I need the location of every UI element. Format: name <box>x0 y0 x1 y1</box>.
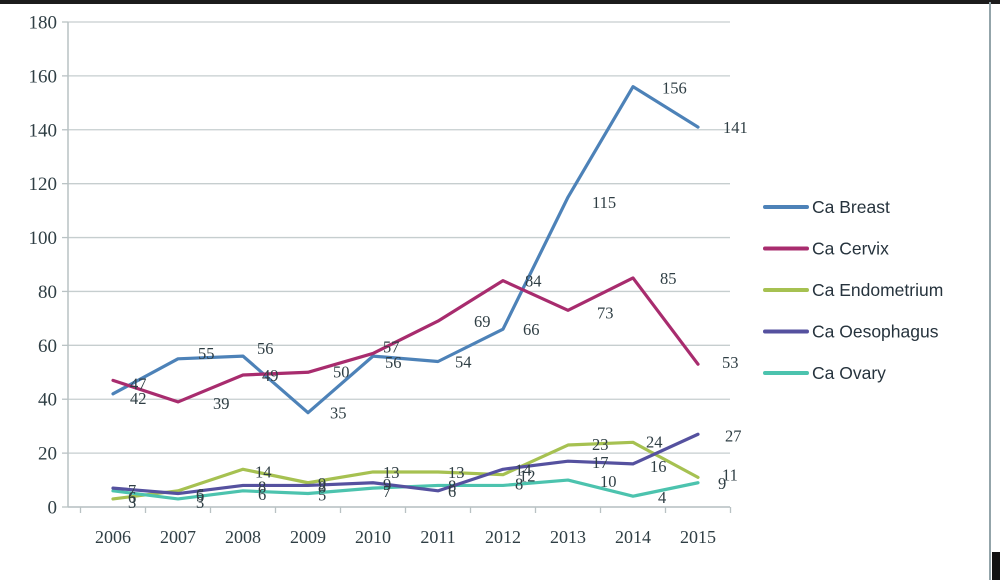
data-label-ca-endometrium: 3 <box>128 493 136 512</box>
data-label-ca-endometrium: 9 <box>318 474 326 493</box>
data-label-ca-cervix: 39 <box>213 394 230 413</box>
data-label-ca-breast: 54 <box>455 353 472 372</box>
data-label-ca-cervix: 73 <box>597 303 614 322</box>
data-label-ca-cervix: 57 <box>383 337 400 356</box>
data-label-ca-cervix: 69 <box>474 312 491 331</box>
data-label-ca-ovary: 9 <box>718 474 726 493</box>
data-label-ca-cervix: 50 <box>333 362 350 381</box>
data-label-ca-oesophagus: 16 <box>650 457 667 476</box>
x-axis-label: 2012 <box>485 527 521 547</box>
data-label-ca-ovary: 5 <box>318 486 326 505</box>
y-axis-label: 100 <box>29 228 58 249</box>
data-label-ca-endometrium: 13 <box>448 463 465 482</box>
x-axis-label: 2015 <box>680 527 716 547</box>
y-axis-label: 140 <box>29 120 58 141</box>
data-label-ca-cervix: 53 <box>722 353 739 372</box>
data-label-ca-oesophagus: 8 <box>258 477 266 496</box>
data-label-ca-oesophagus: 27 <box>725 426 742 445</box>
data-label-ca-endometrium: 14 <box>255 462 272 481</box>
y-axis-label: 60 <box>38 336 57 357</box>
data-label-ca-cervix: 85 <box>660 269 677 288</box>
data-label-ca-endometrium: 24 <box>646 432 663 451</box>
y-axis-label: 20 <box>38 444 57 465</box>
data-label-ca-breast: 156 <box>662 79 687 98</box>
page-right-border <box>989 2 991 580</box>
data-label-ca-oesophagus: 14 <box>515 460 532 479</box>
x-axis-label: 2013 <box>550 527 586 547</box>
data-label-ca-ovary: 3 <box>196 493 204 512</box>
legend-item-ca-cervix-label: Ca Cervix <box>812 239 889 259</box>
data-label-ca-cervix: 47 <box>130 374 147 393</box>
data-label-ca-breast: 35 <box>330 404 347 423</box>
y-axis-label: 0 <box>48 498 58 519</box>
data-label-ca-cervix: 84 <box>525 272 542 291</box>
data-label-ca-ovary: 6 <box>258 485 266 504</box>
data-label-ca-ovary: 4 <box>658 488 666 507</box>
data-label-ca-endometrium: 12 <box>519 467 536 486</box>
data-label-ca-breast: 66 <box>523 320 540 339</box>
data-label-ca-breast: 115 <box>592 193 616 212</box>
data-label-ca-oesophagus: 8 <box>318 477 326 496</box>
data-label-ca-ovary: 7 <box>383 482 391 501</box>
data-label-ca-breast: 141 <box>723 118 748 137</box>
y-axis-label: 40 <box>38 390 57 411</box>
data-label-ca-ovary: 8 <box>515 474 523 493</box>
data-label-ca-endometrium: 6 <box>196 485 204 504</box>
chart-line-ca-cervix <box>111 276 700 404</box>
data-label-ca-oesophagus: 9 <box>383 475 391 494</box>
data-label-ca-endometrium: 23 <box>592 435 609 454</box>
legend-item-ca-breast-label: Ca Breast <box>812 197 890 217</box>
x-axis-label: 2009 <box>290 527 326 547</box>
page-top-border <box>0 0 1000 4</box>
data-label-ca-breast: 56 <box>257 339 274 358</box>
legend-item-ca-oesophagus-label: Ca Oesophagus <box>812 322 939 342</box>
legend-item-ca-ovary-label: Ca Ovary <box>812 363 886 383</box>
data-label-ca-cervix: 49 <box>262 366 279 385</box>
page-corner-mark <box>992 552 1000 580</box>
chart-line-ca-endometrium <box>111 440 700 501</box>
data-label-ca-breast: 56 <box>385 353 402 372</box>
x-axis-label: 2010 <box>355 527 391 547</box>
x-axis-label: 2014 <box>615 527 651 547</box>
x-axis-label: 2006 <box>95 527 131 547</box>
data-label-ca-breast: 55 <box>198 344 215 363</box>
data-label-ca-oesophagus: 7 <box>128 481 136 500</box>
y-axis-label: 120 <box>29 174 58 195</box>
data-label-ca-oesophagus: 5 <box>196 487 204 506</box>
data-label-ca-ovary: 6 <box>128 488 136 507</box>
data-label-ca-ovary: 10 <box>600 472 617 491</box>
data-label-ca-endometrium: 11 <box>722 465 738 484</box>
x-axis-label: 2011 <box>420 527 455 547</box>
y-axis-label: 160 <box>29 66 58 87</box>
x-axis-label: 2007 <box>160 527 196 547</box>
y-axis-label: 80 <box>38 282 57 303</box>
x-axis-label: 2008 <box>225 527 261 547</box>
chart-line-ca-breast <box>111 85 700 415</box>
data-label-ca-oesophagus: 6 <box>448 482 456 501</box>
chart-line-ca-oesophagus <box>111 432 700 496</box>
data-label-ca-oesophagus: 17 <box>592 453 609 472</box>
data-label-ca-endometrium: 13 <box>383 463 400 482</box>
legend-item-ca-endometrium-label: Ca Endometrium <box>812 280 943 300</box>
data-label-ca-breast: 42 <box>130 389 147 408</box>
data-label-ca-ovary: 8 <box>448 476 456 495</box>
y-axis-label: 180 <box>29 13 58 34</box>
